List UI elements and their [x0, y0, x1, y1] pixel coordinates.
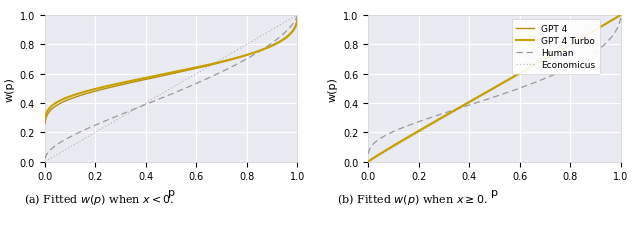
Y-axis label: w(p): w(p) — [328, 76, 337, 101]
X-axis label: p: p — [168, 187, 175, 197]
X-axis label: p: p — [491, 187, 498, 197]
Legend: GPT 4, GPT 4 Turbo, Human, Economicus: GPT 4, GPT 4 Turbo, Human, Economicus — [511, 20, 600, 74]
Text: (a) Fitted $w(p)$ when $x < 0$.: (a) Fitted $w(p)$ when $x < 0$. — [24, 191, 175, 207]
Y-axis label: w(p): w(p) — [4, 76, 14, 101]
Text: (b) Fitted $w(p)$ when $x \geq 0$.: (b) Fitted $w(p)$ when $x \geq 0$. — [337, 191, 488, 207]
